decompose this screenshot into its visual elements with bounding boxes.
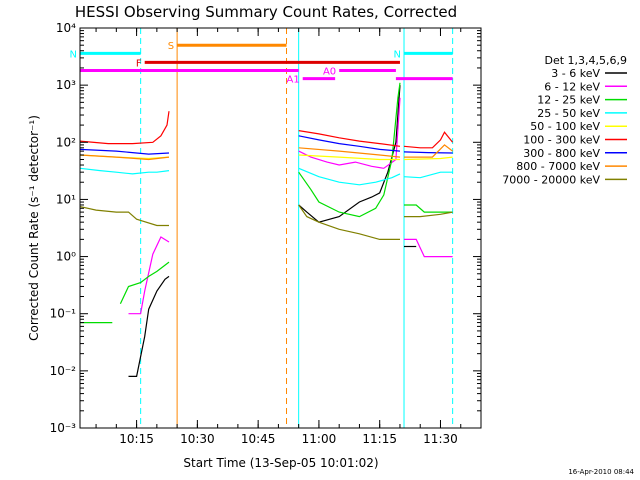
series-2-segment-2 [298, 82, 401, 218]
series-4-segment-1 [298, 154, 400, 161]
x-axis-label: Start Time (13-Sep-05 10:01:02) [183, 456, 378, 470]
legend-label-2: 12 - 25 keV [537, 94, 600, 107]
series-3-segment-2 [403, 171, 453, 179]
series-1-segment-0 [128, 236, 170, 315]
chart-title: HESSI Observing Summary Count Rates, Cor… [75, 3, 457, 21]
plot-area: S N N F A0 A1 [70, 27, 482, 429]
x-tick-label-5: 11:30 [423, 432, 458, 446]
series-4-segment-2 [403, 156, 453, 161]
flag-label-2: N [394, 49, 401, 60]
series-6-segment-1 [298, 135, 401, 152]
x-tick-label-0: 10:15 [119, 432, 154, 446]
series-7-segment-2 [404, 144, 453, 158]
x-tick-label-2: 10:45 [241, 432, 276, 446]
generation-timestamp: 16-Apr-2010 08:44 [568, 468, 634, 476]
series-3-segment-1 [298, 167, 401, 186]
series-6-segment-0 [79, 148, 170, 155]
legend-title: Det 1,3,4,5,6,9 [544, 54, 627, 67]
series-2-segment-1 [119, 261, 170, 304]
legend-label-1: 6 - 12 keV [544, 80, 600, 93]
series-0-segment-1 [298, 85, 401, 223]
flag-label-0: S [168, 41, 174, 52]
flag-label-6: A1 [287, 75, 300, 86]
series-7-segment-1 [298, 147, 401, 158]
series-5-segment-0 [79, 111, 170, 145]
x-axis: 10:15 10:30 10:45 11:00 11:15 11:30 [95, 28, 482, 446]
plot-frame [79, 27, 482, 429]
flag-label-3: F [136, 58, 142, 69]
y-axis-label: Corrected Count Rate (s⁻¹ detector⁻¹) [27, 115, 41, 341]
series-8-segment-0 [79, 206, 169, 227]
y-tick-label-6: 10³ [56, 78, 76, 92]
legend-label-5: 100 - 300 keV [523, 134, 600, 147]
series-6-segment-2 [403, 151, 453, 154]
series-5-segment-2 [403, 131, 454, 149]
series-2-segment-3 [404, 204, 453, 213]
y-tick-label-0: 10⁻³ [50, 421, 77, 435]
y-tick-label-3: 10⁰ [56, 250, 76, 264]
series-1-segment-2 [404, 238, 453, 258]
series-8-segment-1 [298, 204, 400, 240]
flag-label-1: N [70, 49, 77, 60]
series-7-segment-0 [79, 154, 170, 161]
y-tick-label-7: 10⁴ [56, 21, 76, 35]
y-tick-label-4: 10¹ [56, 192, 76, 206]
x-tick-label-1: 10:30 [180, 432, 215, 446]
legend-label-4: 50 - 100 keV [530, 120, 600, 133]
x-tick-label-4: 11:15 [362, 432, 397, 446]
y-axis: 10⁻³ 10⁻² 10⁻¹ 10⁰ 10¹ 10² 10³ 10⁴ [50, 21, 481, 435]
y-tick-label-5: 10² [56, 135, 76, 149]
legend-label-3: 25 - 50 keV [537, 107, 600, 120]
x-tick-label-3: 11:00 [302, 432, 337, 446]
y-tick-label-1: 10⁻² [50, 364, 77, 378]
legend-label-0: 3 - 6 keV [551, 67, 600, 80]
legend-label-6: 300 - 800 keV [523, 147, 600, 160]
series-3-segment-0 [79, 167, 170, 175]
series-0-segment-0 [128, 275, 170, 377]
flag-label-5: A0 [323, 67, 336, 78]
series-1-segment-1 [298, 97, 401, 169]
series-8-segment-2 [404, 211, 453, 218]
legend-label-8: 7000 - 20000 keV [502, 173, 600, 186]
y-tick-label-2: 10⁻¹ [50, 307, 77, 321]
series-5-segment-1 [298, 130, 401, 147]
legend-label-7: 800 - 7000 keV [516, 160, 600, 173]
